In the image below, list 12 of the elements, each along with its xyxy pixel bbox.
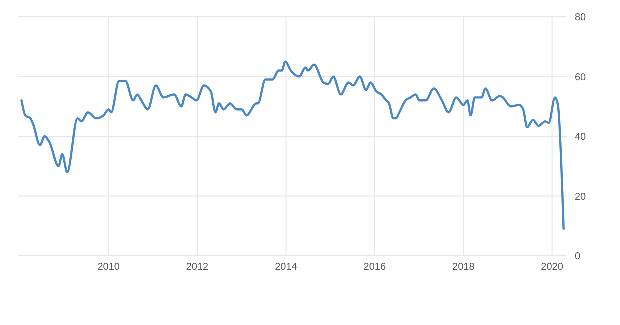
x-tick-label: 2020: [541, 262, 564, 273]
x-tick-label: 2010: [98, 262, 120, 273]
y-tick-label: 60: [575, 72, 587, 84]
y-tick-label: 80: [575, 12, 587, 24]
y-tick-label: 0: [575, 252, 581, 262]
x-tick-label: 2018: [452, 262, 476, 273]
x-tick-label: 2014: [275, 262, 298, 273]
y-tick-label: 40: [575, 132, 587, 143]
x-tick-label: 2012: [186, 262, 210, 273]
line-series: [20, 60, 565, 230]
y-tick-label: 20: [575, 192, 587, 203]
x-tick-label: 2016: [364, 262, 386, 273]
